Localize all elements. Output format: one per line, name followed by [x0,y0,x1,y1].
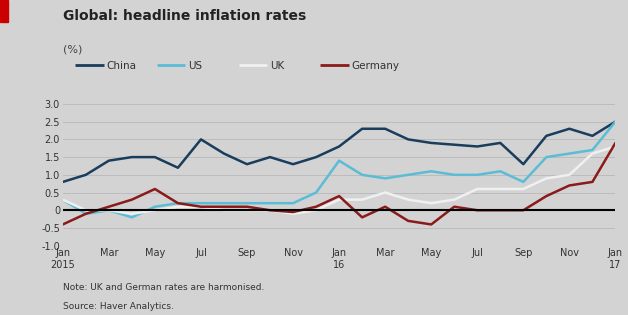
Text: Note: UK and German rates are harmonised.: Note: UK and German rates are harmonised… [63,284,264,293]
Text: China: China [107,61,137,71]
Text: Source: Haver Analytics.: Source: Haver Analytics. [63,302,174,312]
Text: (%): (%) [63,44,82,54]
Text: Germany: Germany [352,61,399,71]
Text: Global: headline inflation rates: Global: headline inflation rates [63,9,306,23]
Text: UK: UK [270,61,284,71]
Text: US: US [188,61,202,71]
